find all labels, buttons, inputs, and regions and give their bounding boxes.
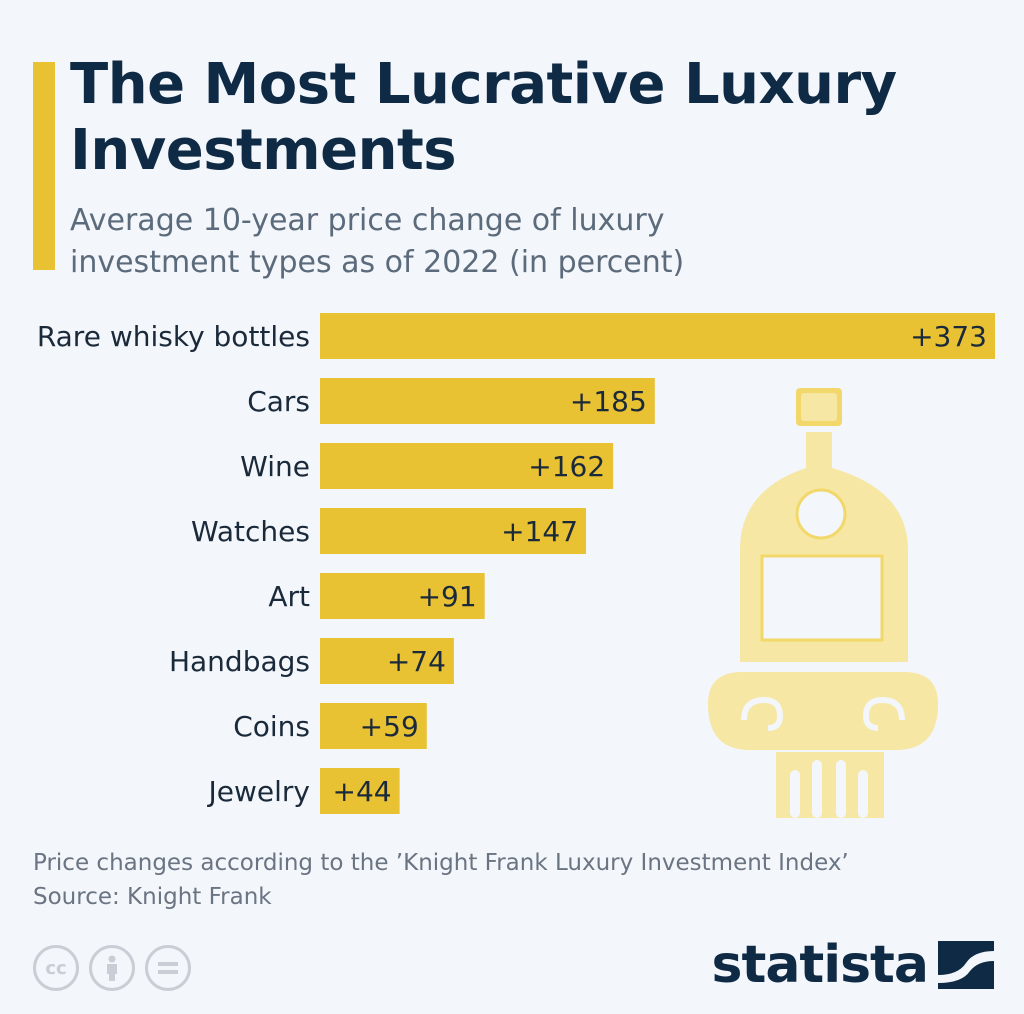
value-label: +185	[570, 385, 647, 418]
category-label: Art	[268, 580, 310, 613]
page-subtitle: Average 10-year price change of luxury i…	[70, 203, 685, 280]
whisky-bottle-on-column-icon	[708, 388, 938, 818]
no-derivatives-icon[interactable]	[145, 945, 191, 991]
category-label: Watches	[191, 515, 310, 548]
cc-icon[interactable]: cc	[33, 945, 79, 991]
bar-jewelry	[320, 768, 400, 814]
license-icons: cc	[33, 945, 191, 991]
category-label: Handbags	[169, 645, 310, 678]
value-label: +91	[418, 580, 477, 613]
category-label: Coins	[233, 710, 310, 743]
bars-group: Rare whisky bottles +373 Cars +185 Wine +162 W…	[37, 313, 995, 814]
footnote-source: Source: Knight Frank	[33, 884, 272, 910]
category-label: Jewelry	[207, 775, 310, 808]
value-label: +147	[501, 515, 578, 548]
bar-handbags	[320, 638, 454, 684]
value-label: +59	[360, 710, 419, 743]
footnote-note: Price changes according to the ’Knight F…	[33, 850, 849, 876]
value-label: +162	[528, 450, 605, 483]
attribution-icon[interactable]	[89, 945, 135, 991]
value-label: +44	[333, 775, 392, 808]
category-label: Cars	[247, 385, 310, 418]
page-title: The Most Lucrative Luxury Investments	[70, 52, 897, 183]
title-accent-bar	[33, 62, 55, 270]
chart-footnote: Price changes according to the ’Knight F…	[33, 846, 993, 914]
bar-chart: Rare whisky bottles +373 Cars +185 Wine +162 W…	[37, 313, 995, 818]
bar-cars	[320, 378, 655, 424]
bar-wine	[320, 443, 614, 489]
value-label: +74	[387, 645, 446, 678]
bar-watches	[320, 508, 587, 554]
bar-coins	[320, 703, 427, 749]
category-label: Rare whisky bottles	[37, 320, 310, 353]
logo-text: statista	[711, 935, 929, 995]
statista-logo[interactable]: statista	[712, 935, 994, 995]
bar-rare-whisky-bottles	[320, 313, 995, 359]
bar-art	[320, 573, 485, 619]
statista-logo-icon	[938, 941, 994, 989]
value-label: +373	[910, 320, 987, 353]
category-label: Wine	[240, 450, 310, 483]
